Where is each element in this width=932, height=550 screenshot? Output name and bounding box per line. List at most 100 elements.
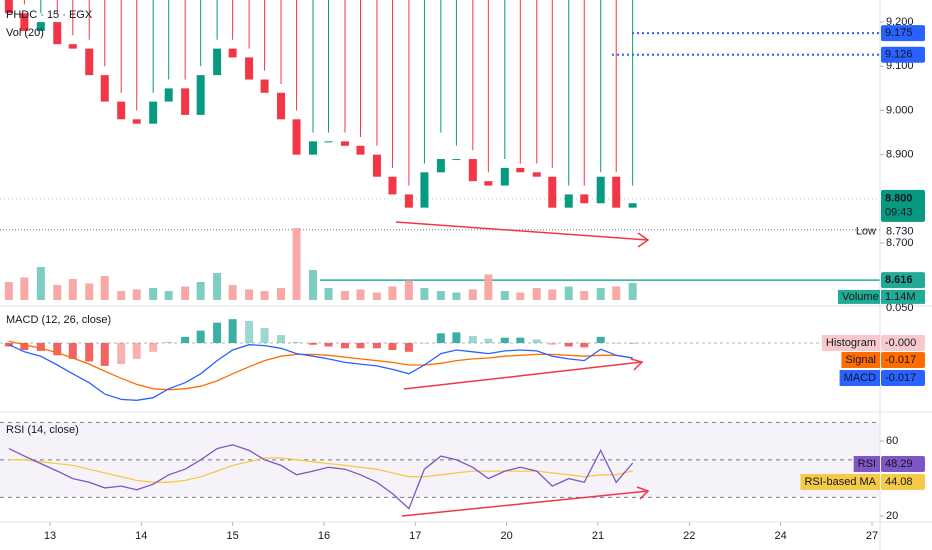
volume-value: 1.14M (885, 291, 916, 303)
candle-body (117, 101, 126, 120)
label-value-bg (881, 456, 925, 472)
current-price: 8.800 (885, 193, 913, 205)
histogram-bar (372, 342, 381, 349)
candle-body (356, 145, 365, 155)
candle-body (404, 194, 413, 208)
candle-body (228, 48, 237, 58)
histogram-bar (149, 342, 158, 352)
low-value: 8.730 (886, 226, 914, 238)
symbol-title[interactable]: PHDC · 15 · EGX (6, 9, 93, 21)
indicator-line (8, 340, 633, 391)
x-tick-label: 20 (501, 530, 513, 542)
macd-legend[interactable]: MACD (12, 26, close) (6, 314, 111, 326)
label-name-bg (853, 456, 880, 472)
label-value-bg (881, 474, 925, 490)
candle-body (149, 101, 158, 124)
label-value: -0.017 (885, 372, 916, 384)
volume-bar (149, 288, 158, 300)
level-label: 8.616 (885, 274, 913, 286)
label-name: RSI (858, 458, 876, 470)
drawings (395, 221, 650, 517)
candle-body (628, 203, 637, 208)
histogram-bar (580, 342, 589, 348)
histogram-bar (484, 338, 493, 343)
x-tick-label: 24 (775, 530, 787, 542)
histogram-bar (324, 342, 333, 347)
histogram-bar (228, 319, 237, 343)
histogram-bar (356, 342, 365, 349)
histogram-bar (164, 342, 173, 343)
y-tick-label: 20 (886, 510, 898, 522)
histogram-bar (36, 342, 45, 351)
volume-bar (404, 280, 413, 300)
volume-legend[interactable]: Vol (20) (6, 27, 44, 39)
x-tick-label: 14 (135, 530, 147, 542)
volume-bar (516, 292, 525, 300)
candle-body (213, 48, 222, 76)
histogram-bar (100, 342, 109, 366)
histogram-bar (468, 335, 477, 343)
volume-bar (484, 274, 493, 300)
histogram-bar (548, 342, 557, 345)
histogram-bar (340, 342, 349, 349)
histogram-bar (564, 342, 573, 347)
x-tick-label: 21 (592, 530, 604, 542)
histogram-bar (117, 342, 126, 365)
candle-body (596, 176, 605, 204)
volume-bar (36, 267, 45, 300)
label-name-bg (839, 370, 880, 386)
candle-body (564, 194, 573, 208)
candle-body (277, 92, 286, 120)
volume-bar (260, 291, 269, 300)
y-tick-label: 8.900 (886, 149, 914, 161)
x-tick-label: 16 (318, 530, 330, 542)
candle-body (20, 13, 29, 31)
volume-bar (356, 289, 365, 300)
volume-bar (596, 288, 605, 300)
label-value: 44.08 (885, 476, 913, 488)
candle-body (436, 159, 445, 173)
candle-body (468, 159, 477, 182)
histogram-bar (309, 342, 318, 345)
volume-bar (53, 285, 62, 300)
level-label-bg (881, 272, 925, 289)
volume-bar (372, 292, 381, 300)
volume-bar (245, 289, 254, 300)
alert-label: 9.126 (885, 49, 913, 61)
candle-body (132, 119, 141, 124)
candle-body (372, 154, 381, 177)
volume-bar (277, 288, 286, 300)
indicator-line (8, 457, 633, 483)
volume-bar (612, 286, 621, 300)
histogram-bar (260, 327, 269, 343)
candle-body (484, 181, 493, 186)
histogram-bar (132, 342, 141, 359)
histogram-bar (292, 342, 301, 343)
candle-body (612, 176, 621, 208)
histogram-bar (20, 342, 29, 351)
candle-body (196, 75, 205, 115)
volume-bar (309, 270, 318, 300)
volume-bar (388, 286, 397, 300)
y-tick-label: 9.000 (886, 104, 914, 116)
rsi-legend[interactable]: RSI (14, close) (6, 424, 79, 436)
candle-body (388, 176, 397, 195)
y-tick-label: 9.100 (886, 60, 914, 72)
label-value-bg (881, 352, 925, 368)
histogram-bar (436, 333, 445, 343)
volume-bar (292, 228, 301, 300)
x-tick-label: 13 (44, 530, 56, 542)
candle-body (548, 176, 557, 208)
candle-body (580, 194, 589, 204)
volume-bar (548, 289, 557, 300)
label-name: RSI-based MA (804, 476, 876, 488)
candle-body (85, 48, 94, 76)
low-name: Low (856, 226, 876, 238)
candle-body (324, 141, 333, 143)
label-value-bg (881, 370, 925, 386)
alert-label-bg (881, 46, 925, 63)
alert-label: 9.175 (885, 27, 913, 39)
histogram-bar (4, 342, 13, 347)
